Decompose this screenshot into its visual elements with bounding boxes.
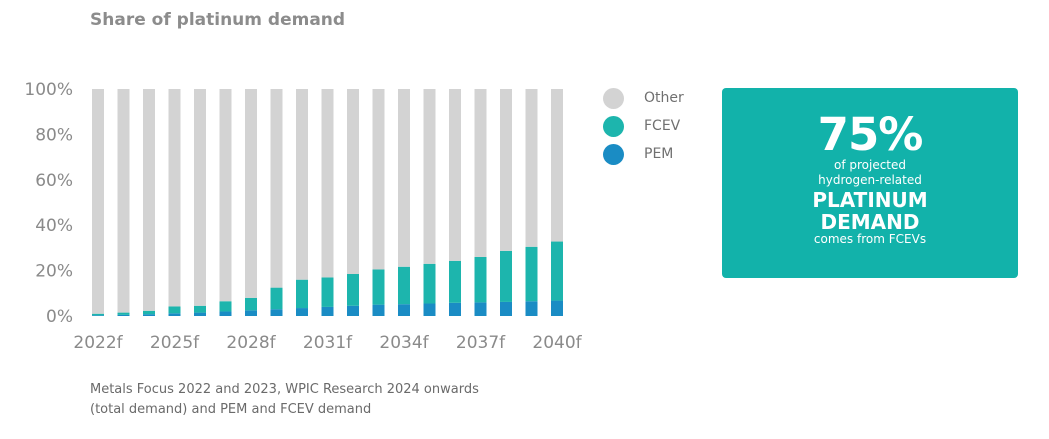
- bar-segment-other-2025f: [168, 89, 181, 307]
- bar-segment-fcev-2036f: [449, 260, 461, 303]
- bar-segment-fcev-2025f: [168, 306, 181, 314]
- bar-segment-fcev-2026f: [194, 305, 206, 313]
- callout-text-2: hydrogen-related: [818, 173, 922, 187]
- bar-segment-other-2035f: [423, 89, 436, 264]
- bar-segment-other-2023f: [117, 89, 130, 313]
- bar-segment-other-2029f: [270, 89, 283, 288]
- bar-segment-fcev-2030f: [296, 279, 308, 309]
- legend-label-other: Other: [644, 90, 684, 106]
- bar-segment-fcev-2035f: [423, 263, 436, 304]
- bar-segment-other-2040f: [551, 89, 563, 242]
- bar-segment-other-2033f: [372, 89, 385, 270]
- chart-title: Share of platinum demand: [90, 10, 346, 30]
- x-tick-label: 2040f: [532, 333, 582, 353]
- legend-item-pem: PEM: [603, 140, 684, 168]
- bar-segment-fcev-2028f: [245, 297, 257, 311]
- callout-text-3: PLATINUM: [812, 188, 928, 212]
- bar-segment-other-2036f: [449, 89, 461, 261]
- legend-item-other: Other: [603, 84, 684, 112]
- bar-segment-other-2039f: [525, 89, 538, 247]
- bar-segment-other-2038f: [500, 89, 512, 251]
- x-tick-label: 2031f: [303, 333, 353, 353]
- y-tick-label: 20%: [35, 262, 73, 282]
- legend: Other FCEV PEM: [603, 84, 684, 168]
- bar-segment-fcev-2023f: [117, 312, 130, 315]
- y-tick-label: 100%: [24, 80, 73, 100]
- bar-segment-other-2030f: [296, 89, 308, 280]
- callout-text-5: comes from FCEVs: [813, 232, 927, 246]
- legend-swatch-fcev: [603, 115, 624, 137]
- source-note: Metals Focus 2022 and 2023, WPIC Researc…: [90, 380, 479, 420]
- bar-segment-pem-2040f: [551, 300, 563, 316]
- bar-segment-pem-2034f: [398, 304, 410, 316]
- bar-segment-fcev-2022f: [92, 313, 104, 316]
- legend-label-fcev: FCEV: [644, 118, 681, 134]
- y-tick-label: 80%: [35, 125, 73, 145]
- bar-segment-pem-2031f: [321, 306, 334, 316]
- bar-segment-fcev-2033f: [372, 269, 385, 305]
- legend-item-fcev: FCEV: [603, 112, 684, 140]
- bar-segment-pem-2036f: [449, 302, 461, 316]
- bar-segment-other-2034f: [398, 89, 410, 267]
- bar-segment-fcev-2032f: [347, 274, 359, 306]
- x-tick-label: 2034f: [379, 333, 429, 353]
- bar-segment-other-2028f: [245, 89, 257, 298]
- bar-segment-pem-2037f: [474, 302, 487, 316]
- x-tick-label: 2028f: [226, 333, 276, 353]
- legend-swatch-pem: [603, 143, 624, 165]
- y-tick-label: 0%: [46, 307, 73, 327]
- legend-label-pem: PEM: [644, 146, 674, 162]
- bar-segment-fcev-2034f: [398, 266, 410, 305]
- bar-segment-fcev-2031f: [321, 277, 334, 307]
- bar-segment-pem-2022f: [92, 315, 104, 316]
- bar-segment-fcev-2040f: [551, 241, 563, 301]
- y-tick-label: 60%: [35, 171, 73, 191]
- bar-segment-pem-2033f: [372, 304, 385, 316]
- bar-segment-fcev-2027f: [219, 301, 232, 312]
- callout-text-4: DEMAND: [820, 210, 920, 234]
- stacked-bar-chart: 100% 80% 60% 40% 20% 0%2022f 2025f 2028f 2031f 20…: [24, 80, 582, 353]
- bar-segment-other-2027f: [219, 89, 232, 302]
- bar-segment-other-2024f: [143, 89, 155, 311]
- bar-segment-fcev-2024f: [143, 310, 155, 315]
- bar-segment-pem-2029f: [270, 309, 283, 316]
- source-line-1: Metals Focus 2022 and 2023, WPIC Researc…: [90, 382, 479, 397]
- y-tick-label: 40%: [35, 216, 73, 236]
- bar-segment-pem-2030f: [296, 308, 308, 316]
- x-tick-label: 2037f: [456, 333, 506, 353]
- x-tick-label: 2022f: [73, 333, 123, 353]
- bar-segment-pem-2038f: [500, 301, 512, 316]
- bar-segment-pem-2026f: [194, 312, 206, 316]
- bar-segment-fcev-2039f: [525, 246, 538, 302]
- callout-text-1: of projected: [833, 158, 907, 172]
- callout-percentage: 75%: [817, 108, 924, 161]
- bar-segment-pem-2028f: [245, 310, 257, 316]
- bar-segment-other-2032f: [347, 89, 359, 275]
- bar-segment-pem-2025f: [168, 313, 181, 316]
- bar-segment-pem-2027f: [219, 311, 232, 316]
- bar-segment-fcev-2037f: [474, 256, 487, 303]
- bar-segment-other-2031f: [321, 89, 334, 278]
- bar-segment-pem-2024f: [143, 314, 155, 316]
- legend-swatch-other: [603, 87, 624, 109]
- x-tick-label: 2025f: [150, 333, 200, 353]
- bar-segment-other-2026f: [194, 89, 206, 306]
- bar-segment-pem-2039f: [525, 301, 538, 316]
- bar-segment-pem-2023f: [117, 314, 130, 316]
- bar-segment-fcev-2038f: [500, 250, 512, 302]
- bar-segment-pem-2035f: [423, 303, 436, 316]
- callout-box: 75% of projected hydrogen-related PLATIN…: [722, 88, 1018, 278]
- bar-segment-other-2022f: [92, 89, 104, 314]
- bar-segment-pem-2032f: [347, 305, 359, 316]
- bar-segment-fcev-2029f: [270, 287, 283, 310]
- bar-segment-other-2037f: [474, 89, 487, 257]
- source-line-2: (total demand) and PEM and FCEV demand: [90, 402, 372, 417]
